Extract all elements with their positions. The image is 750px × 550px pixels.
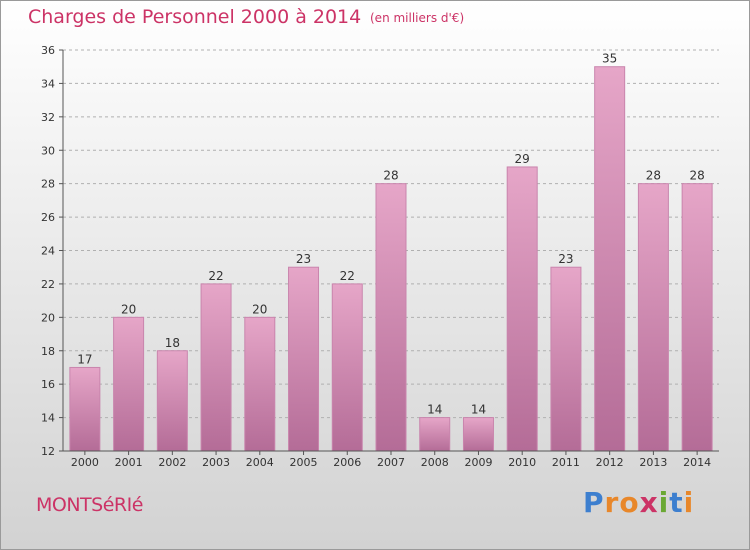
x-tick-label: 2008 [421, 456, 449, 469]
x-tick-label: 2013 [639, 456, 667, 469]
bar[interactable] [506, 166, 538, 452]
bar[interactable] [200, 283, 232, 452]
y-tick-label: 24 [41, 245, 55, 258]
y-tick-label: 12 [41, 445, 55, 458]
bar[interactable] [69, 366, 101, 452]
logo-letter: r [604, 486, 620, 519]
bars: 17 20 18 22 20 23 22 28 14 14 29 23 35 28 28 [69, 52, 713, 452]
bar-value-label: 29 [515, 152, 530, 166]
bar[interactable] [375, 183, 407, 452]
x-tick-label: 2007 [377, 456, 405, 469]
x-tick-label: 2002 [158, 456, 186, 469]
bar[interactable] [462, 417, 494, 452]
y-tick-label: 20 [41, 311, 55, 324]
y-tick-label: 36 [41, 44, 55, 57]
bar-value-label: 14 [471, 403, 486, 417]
x-tick-label: 2005 [290, 456, 318, 469]
bar-value-label: 28 [689, 169, 704, 183]
y-tick-label: 16 [41, 378, 55, 391]
x-tick-label: 2004 [246, 456, 274, 469]
logo-letter: t [669, 486, 684, 519]
x-tick-label: 2000 [71, 456, 99, 469]
bar-value-label: 17 [77, 352, 92, 366]
y-tick-label: 34 [41, 77, 55, 90]
bar[interactable] [331, 283, 363, 452]
x-tick-label: 2011 [552, 456, 580, 469]
bar-value-label: 23 [296, 252, 311, 266]
x-tick-label: 2003 [202, 456, 230, 469]
proxiti-logo[interactable]: Proxiti [583, 486, 694, 519]
y-tick-label: 32 [41, 111, 55, 124]
bar[interactable] [637, 183, 669, 452]
logo-letter: i [658, 486, 670, 519]
x-tick-label: 2009 [464, 456, 492, 469]
chart-title: Charges de Personnel 2000 à 2014 [28, 6, 362, 28]
bar-value-label: 22 [340, 269, 355, 283]
x-tick-label: 2006 [333, 456, 361, 469]
bar[interactable] [594, 66, 626, 452]
y-tick-label: 26 [41, 211, 55, 224]
bar-value-label: 18 [165, 336, 180, 350]
logo-letter: x [639, 486, 659, 519]
bar[interactable] [550, 266, 582, 452]
bar[interactable] [681, 183, 713, 452]
bar-value-label: 22 [208, 269, 223, 283]
bar-value-label: 20 [252, 302, 267, 316]
x-tick-label: 2001 [115, 456, 143, 469]
y-tick-label: 18 [41, 345, 55, 358]
x-axis: 2000 2001 2002 2003 2004 2005 2006 2007 2008 2009… [63, 450, 719, 469]
bar[interactable] [288, 266, 320, 452]
x-tick-label: 2010 [508, 456, 536, 469]
bar-value-label: 28 [383, 169, 398, 183]
bar-value-label: 28 [646, 169, 661, 183]
bar-value-label: 20 [121, 302, 136, 316]
bar[interactable] [113, 316, 145, 452]
logo-letter: P [583, 486, 605, 519]
y-axis: 12 14 16 18 20 22 24 26 28 30 32 34 36 [41, 44, 64, 458]
bar-value-label: 35 [602, 52, 617, 66]
bar-value-label: 14 [427, 403, 442, 417]
x-tick-label: 2014 [683, 456, 711, 469]
y-tick-label: 30 [41, 144, 55, 157]
y-tick-label: 28 [41, 178, 55, 191]
bar-value-label: 23 [558, 252, 573, 266]
logo-letter: i [683, 486, 695, 519]
logo-letter: o [619, 486, 640, 519]
y-tick-label: 22 [41, 278, 55, 291]
bar[interactable] [156, 350, 188, 452]
y-tick-label: 14 [41, 412, 55, 425]
chart-subtitle: (en milliers d'€) [370, 11, 465, 25]
bar[interactable] [419, 417, 451, 452]
x-tick-label: 2012 [596, 456, 624, 469]
bar[interactable] [244, 316, 276, 452]
town-name: MONTSéRIé [36, 494, 143, 516]
